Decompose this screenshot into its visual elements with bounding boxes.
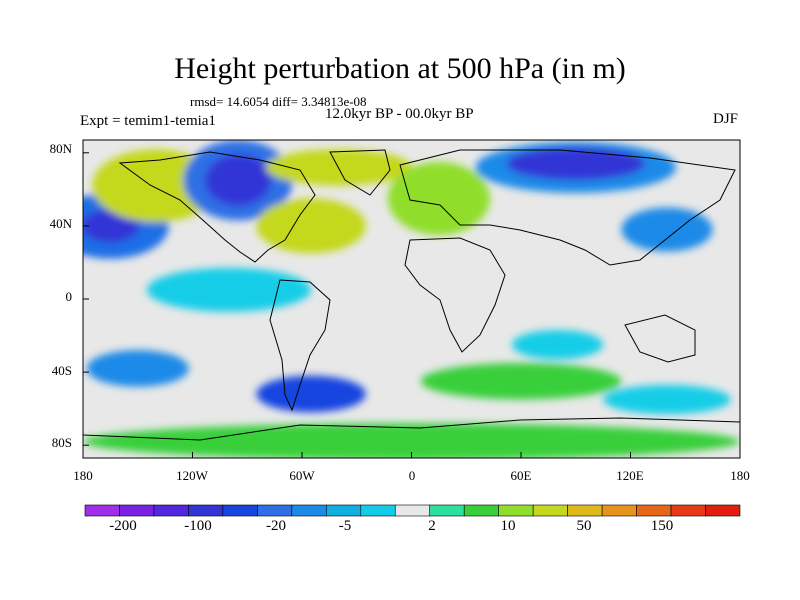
lon-tick-label: 60E	[510, 468, 532, 483]
colorbar-swatch	[636, 504, 672, 517]
lat-tick-label: 80S	[51, 435, 72, 450]
colorbar-swatch	[257, 504, 293, 517]
colorbar-swatch	[601, 504, 637, 517]
colorbar	[84, 504, 741, 517]
experiment-label: Expt = temim1-temia1	[80, 113, 216, 129]
colorbar-label: -200	[109, 518, 137, 534]
colorbar-swatch	[463, 504, 499, 517]
colorbar-swatch	[153, 504, 189, 517]
antarctica-outline	[83, 417, 740, 441]
colorbar-swatch	[360, 504, 396, 517]
contour-asia-low	[621, 207, 713, 252]
colorbar-swatch	[670, 504, 706, 517]
contour-south-atlantic-low	[256, 375, 366, 413]
colorbar-swatch	[532, 504, 568, 517]
contour-north-atlantic-high	[256, 198, 366, 254]
colorbar-swatch	[705, 504, 741, 517]
map-title: Height perturbation at 500 hPa (in m)	[174, 52, 626, 85]
contour-siberia-low-core	[506, 147, 646, 181]
contour-indian-ocean-low	[511, 330, 604, 360]
period-label: 12.0kyr BP - 00.0kyr BP	[325, 106, 474, 122]
eurasia-outline	[399, 149, 736, 266]
season-label: DJF	[713, 111, 739, 127]
contour-australia-low	[603, 384, 731, 415]
australia-outline	[624, 314, 696, 363]
colorbar-swatch	[119, 504, 155, 517]
axis-ticks	[82, 152, 741, 458]
lon-tick-label: 120E	[616, 468, 644, 483]
lat-tick-label: 40N	[49, 216, 72, 231]
colorbar-swatch	[291, 504, 327, 517]
stats-text: rmsd= 14.6054 diff= 3.34813e-08	[190, 94, 367, 109]
greenland-outline	[329, 149, 391, 196]
south-america-outline	[269, 279, 331, 412]
colorbar-swatch	[84, 504, 120, 517]
lon-tick-label: 0	[408, 468, 416, 483]
contour-north-america-low-core	[205, 154, 271, 206]
contour-tropical-band-north	[146, 267, 312, 312]
colorbar-label: -20	[266, 518, 286, 534]
colorbar-label: 10	[500, 518, 516, 534]
coastlines	[83, 149, 740, 441]
africa-outline	[404, 237, 506, 353]
contour-south-pacific-low	[86, 350, 189, 387]
contour-europe-high	[387, 161, 490, 236]
lon-tick-label: 180	[73, 468, 93, 483]
north-america-outline	[118, 151, 316, 263]
colorbar-label: -100	[184, 518, 212, 534]
contour-antarctic-band	[83, 423, 740, 458]
colorbar-label: -5	[338, 518, 352, 534]
lat-tick-label: 80N	[49, 141, 72, 156]
contour-southern-ocean-high	[420, 362, 622, 400]
colorbar-swatch	[498, 504, 534, 517]
lon-tick-label: 180	[730, 468, 750, 483]
lon-tick-label: 120W	[176, 468, 208, 483]
lon-tick-label: 60W	[289, 468, 315, 483]
colorbar-label: 2	[428, 518, 436, 534]
colorbar-label: 150	[650, 518, 674, 534]
colorbar-swatch	[188, 504, 224, 517]
colorbar-swatch	[394, 504, 431, 517]
lat-tick-label: 40S	[51, 363, 72, 378]
colorbar-swatch	[429, 504, 465, 517]
colorbar-swatch	[326, 504, 362, 517]
colorbar-label: 50	[576, 518, 592, 534]
colorbar-swatch	[222, 504, 258, 517]
colorbar-swatch	[567, 504, 603, 517]
lat-tick-label: 0	[65, 289, 73, 304]
